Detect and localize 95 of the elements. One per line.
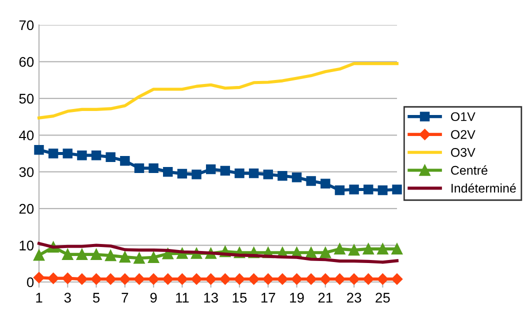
- point: [62, 248, 74, 260]
- y-tick-label: 50: [19, 94, 34, 104]
- y-tick-label: 40: [19, 130, 34, 140]
- point: [176, 273, 188, 285]
- legend-label: Indéterminé: [452, 183, 516, 193]
- point: [76, 248, 88, 260]
- point: [134, 252, 145, 264]
- point: [248, 168, 259, 178]
- x-tick-label: 5: [92, 292, 100, 303]
- x-tick-label: 1: [36, 292, 42, 302]
- point: [120, 156, 130, 166]
- point: [377, 273, 388, 285]
- point: [105, 250, 116, 262]
- point: [348, 244, 360, 256]
- y-tick-label: 70: [19, 20, 34, 30]
- point: [106, 152, 116, 162]
- point: [306, 176, 316, 186]
- point: [263, 170, 273, 180]
- point: [234, 273, 246, 285]
- point: [276, 273, 288, 285]
- x-tick-label: 19: [290, 292, 304, 303]
- y-tick-label: 10: [20, 240, 34, 250]
- line-series: [37, 62, 399, 120]
- legend-label: O3V: [451, 148, 476, 157]
- point: [90, 273, 102, 285]
- x-tick-label: 9: [150, 292, 157, 303]
- x-tick-label: 11: [176, 292, 189, 302]
- point: [33, 250, 45, 261]
- point: [48, 272, 59, 284]
- y-tick-label: 30: [19, 167, 34, 178]
- point: [34, 144, 44, 155]
- point: [33, 272, 45, 284]
- point: [391, 243, 403, 255]
- x-tick-label: 17: [261, 292, 276, 302]
- x-tick-label: 15: [232, 292, 247, 303]
- legend-label: O2V: [451, 130, 476, 139]
- point: [91, 150, 102, 160]
- point: [104, 273, 116, 285]
- point: [77, 150, 87, 160]
- point: [278, 171, 288, 181]
- x-tick-label: 25: [376, 292, 390, 303]
- point: [377, 243, 388, 255]
- x-tick-label: 13: [204, 292, 218, 303]
- point: [76, 273, 88, 285]
- y-tick-label: 60: [19, 57, 34, 67]
- point: [320, 247, 331, 258]
- point: [378, 185, 388, 196]
- point: [119, 273, 131, 285]
- point: [119, 251, 130, 263]
- point: [391, 273, 403, 285]
- x-tick-label: 21: [318, 292, 332, 302]
- x-tick-label: 7: [122, 292, 128, 302]
- point: [262, 273, 274, 285]
- point: [206, 164, 216, 174]
- point: [62, 148, 72, 158]
- legend-label: O1V: [451, 112, 476, 122]
- point: [162, 248, 174, 260]
- point: [190, 273, 202, 285]
- point: [163, 166, 173, 177]
- point: [134, 273, 145, 285]
- y-tick-label: 20: [19, 204, 34, 214]
- point: [364, 184, 374, 194]
- point: [134, 163, 144, 174]
- point: [62, 272, 74, 284]
- point: [362, 243, 374, 255]
- point: [349, 184, 359, 194]
- point: [234, 168, 244, 178]
- x-tick-label: 3: [64, 292, 71, 303]
- point: [362, 273, 374, 285]
- point: [305, 273, 317, 285]
- legend-label: Centré: [451, 165, 488, 175]
- x-tick-label: 23: [347, 292, 362, 303]
- point: [220, 273, 231, 285]
- point: [205, 273, 216, 285]
- point: [162, 273, 174, 285]
- point: [148, 273, 160, 285]
- point: [334, 273, 346, 285]
- point: [320, 178, 330, 188]
- point: [291, 273, 302, 285]
- point: [334, 185, 345, 196]
- point: [220, 166, 230, 176]
- point: [292, 172, 302, 182]
- point: [348, 273, 360, 285]
- point: [192, 170, 202, 180]
- point: [392, 184, 402, 194]
- point: [248, 273, 260, 285]
- point: [320, 273, 332, 285]
- point: [177, 168, 188, 179]
- point: [48, 148, 58, 158]
- point: [148, 163, 158, 174]
- point: [306, 247, 317, 258]
- y-tick-label: 0: [26, 277, 34, 288]
- point: [90, 248, 102, 260]
- point: [334, 243, 346, 255]
- point: [148, 252, 160, 263]
